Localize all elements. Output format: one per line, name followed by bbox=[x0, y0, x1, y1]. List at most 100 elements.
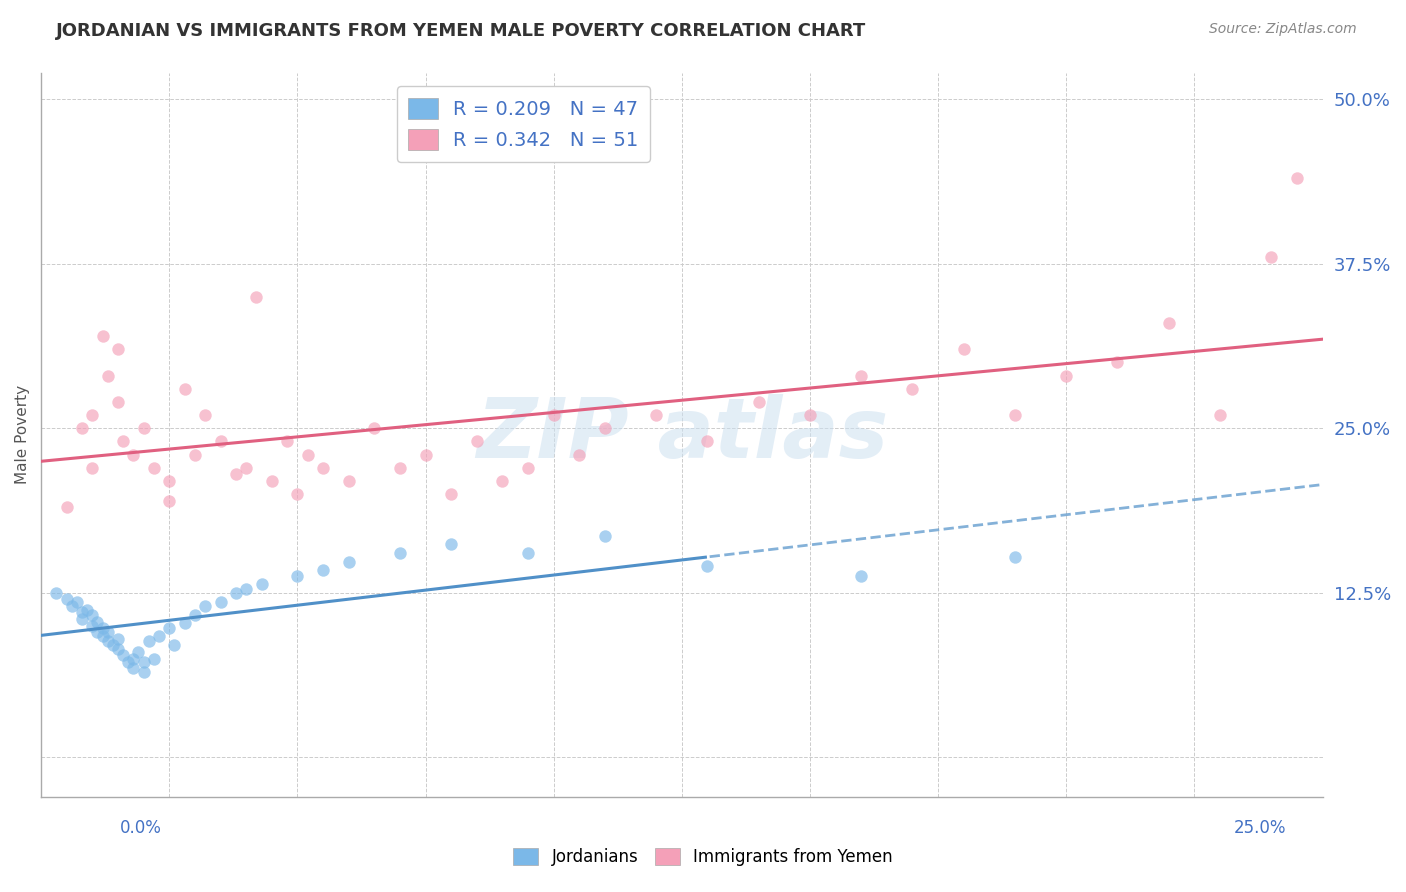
Text: Source: ZipAtlas.com: Source: ZipAtlas.com bbox=[1209, 22, 1357, 37]
Point bbox=[312, 563, 335, 577]
Point bbox=[82, 608, 104, 623]
Point bbox=[138, 634, 160, 648]
Point bbox=[142, 651, 165, 665]
Point bbox=[287, 568, 309, 582]
Point bbox=[465, 434, 488, 449]
Point bbox=[517, 546, 540, 560]
Point bbox=[260, 474, 283, 488]
Point bbox=[45, 586, 67, 600]
Text: JORDANIAN VS IMMIGRANTS FROM YEMEN MALE POVERTY CORRELATION CHART: JORDANIAN VS IMMIGRANTS FROM YEMEN MALE … bbox=[56, 22, 866, 40]
Point bbox=[101, 639, 124, 653]
Point bbox=[312, 460, 335, 475]
Point bbox=[1285, 171, 1308, 186]
Point bbox=[82, 408, 104, 422]
Point bbox=[1004, 550, 1026, 565]
Point bbox=[250, 576, 273, 591]
Point bbox=[122, 448, 145, 462]
Point bbox=[82, 618, 104, 632]
Point bbox=[148, 629, 170, 643]
Point bbox=[1260, 250, 1282, 264]
Point bbox=[337, 556, 360, 570]
Point bbox=[97, 625, 120, 640]
Point bbox=[157, 493, 180, 508]
Point bbox=[1209, 408, 1232, 422]
Point bbox=[851, 368, 873, 383]
Point bbox=[388, 546, 411, 560]
Point bbox=[91, 629, 114, 643]
Text: ZIP atlas: ZIP atlas bbox=[475, 394, 889, 475]
Point bbox=[209, 595, 232, 609]
Point bbox=[194, 599, 217, 613]
Point bbox=[132, 665, 155, 679]
Point bbox=[568, 448, 591, 462]
Point bbox=[86, 625, 108, 640]
Point bbox=[184, 448, 207, 462]
Point bbox=[440, 487, 463, 501]
Point bbox=[142, 460, 165, 475]
Point bbox=[184, 608, 207, 623]
Point bbox=[1054, 368, 1077, 383]
Point bbox=[97, 368, 120, 383]
Point bbox=[173, 615, 195, 630]
Point bbox=[107, 343, 129, 357]
Point bbox=[517, 460, 540, 475]
Point bbox=[276, 434, 298, 449]
Point bbox=[851, 568, 873, 582]
Text: 25.0%: 25.0% bbox=[1234, 819, 1286, 837]
Point bbox=[388, 460, 411, 475]
Point bbox=[440, 537, 463, 551]
Text: 0.0%: 0.0% bbox=[120, 819, 162, 837]
Point bbox=[1004, 408, 1026, 422]
Point bbox=[91, 329, 114, 343]
Legend: Jordanians, Immigrants from Yemen: Jordanians, Immigrants from Yemen bbox=[506, 841, 900, 873]
Point bbox=[363, 421, 385, 435]
Point bbox=[70, 421, 93, 435]
Point bbox=[235, 460, 257, 475]
Point bbox=[97, 634, 120, 648]
Point bbox=[225, 586, 247, 600]
Point bbox=[128, 645, 150, 659]
Point bbox=[91, 621, 114, 635]
Point bbox=[209, 434, 232, 449]
Point bbox=[60, 599, 83, 613]
Point bbox=[107, 395, 129, 409]
Point bbox=[86, 615, 108, 629]
Point bbox=[235, 582, 257, 596]
Point bbox=[748, 395, 770, 409]
Legend: R = 0.209   N = 47, R = 0.342   N = 51: R = 0.209 N = 47, R = 0.342 N = 51 bbox=[396, 87, 650, 161]
Point bbox=[117, 656, 139, 670]
Point bbox=[245, 290, 267, 304]
Point bbox=[107, 642, 129, 657]
Point bbox=[112, 648, 135, 662]
Point bbox=[82, 460, 104, 475]
Point bbox=[55, 500, 77, 515]
Point bbox=[173, 382, 195, 396]
Point bbox=[645, 408, 668, 422]
Point bbox=[122, 661, 145, 675]
Point bbox=[132, 656, 155, 670]
Point bbox=[55, 592, 77, 607]
Point bbox=[337, 474, 360, 488]
Point bbox=[901, 382, 924, 396]
Point bbox=[157, 621, 180, 635]
Point bbox=[157, 474, 180, 488]
Point bbox=[70, 606, 93, 620]
Point bbox=[543, 408, 565, 422]
Point bbox=[107, 632, 129, 646]
Point bbox=[1107, 355, 1129, 369]
Point bbox=[132, 421, 155, 435]
Point bbox=[163, 639, 186, 653]
Point bbox=[415, 448, 437, 462]
Point bbox=[593, 421, 616, 435]
Point bbox=[799, 408, 821, 422]
Point bbox=[593, 529, 616, 543]
Point bbox=[66, 595, 89, 609]
Y-axis label: Male Poverty: Male Poverty bbox=[15, 385, 30, 484]
Point bbox=[696, 559, 718, 574]
Point bbox=[112, 434, 135, 449]
Point bbox=[225, 467, 247, 482]
Point bbox=[194, 408, 217, 422]
Point bbox=[696, 434, 718, 449]
Point bbox=[287, 487, 309, 501]
Point bbox=[1157, 316, 1180, 330]
